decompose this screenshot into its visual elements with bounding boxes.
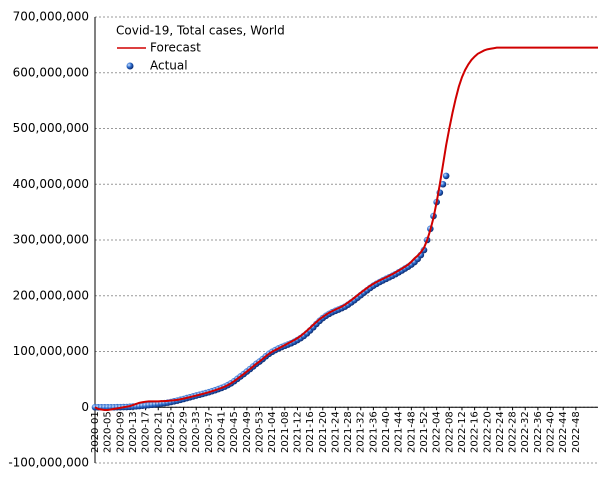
x-tick-label: 2022-12 — [457, 411, 468, 453]
x-tick-label: 2022-20 — [482, 411, 493, 453]
y-tick-label: 0 — [81, 400, 89, 414]
x-tick-label: 2021-20 — [318, 411, 329, 453]
x-tick-label: 2020-45 — [229, 411, 240, 453]
plot — [91, 46, 598, 412]
y-tick-label: 100,000,000 — [13, 344, 89, 358]
x-tick-label: 2022-48 — [571, 411, 582, 453]
x-tick-label: 2020-09 — [115, 411, 126, 453]
x-tick-label: 2020-49 — [242, 411, 253, 453]
x-tick-label: 2020-29 — [179, 411, 190, 453]
x-tick-label: 2021-52 — [419, 411, 430, 453]
x-tick-label: 2021-24 — [330, 411, 341, 453]
x-tick-label: 2022-24 — [495, 411, 506, 453]
x-tick-label: 2021-36 — [368, 411, 379, 453]
actual-point — [439, 180, 447, 188]
y-tick-label: 300,000,000 — [13, 233, 89, 247]
legend-swatch — [126, 62, 134, 70]
x-tick-label: 2021-08 — [280, 411, 291, 453]
x-tick-label: 2020-53 — [255, 411, 266, 453]
x-tick-label: 2020-41 — [217, 411, 228, 453]
x-tick-label: 2022-40 — [546, 411, 557, 453]
x-tick-label: 2021-48 — [406, 411, 417, 453]
x-tick-label: 2022-28 — [508, 411, 519, 453]
legend: Covid-19, Total cases, World Forecast Act… — [116, 24, 285, 73]
x-tick-label: 2020-05 — [103, 411, 114, 453]
x-tick-label: 2020-21 — [153, 411, 164, 453]
y-tick-label: 700,000,000 — [13, 10, 89, 24]
x-tick-label: 2021-32 — [356, 411, 367, 453]
y-tick-label: 600,000,000 — [13, 65, 89, 79]
forecast-line — [94, 46, 598, 412]
x-tick-label: 2021-16 — [305, 411, 316, 453]
x-tick-label: 2021-28 — [343, 411, 354, 453]
x-tick-label: 2022-04 — [432, 411, 443, 453]
x-tick-label: 2020-33 — [191, 411, 202, 453]
y-tick-label: -100,000,000 — [8, 456, 89, 470]
y-tick-label: 500,000,000 — [13, 121, 89, 135]
x-tick-label: 2021-40 — [381, 411, 392, 453]
x-tick-label: 2022-36 — [533, 411, 544, 453]
x-tick-label: 2020-17 — [141, 411, 152, 453]
y-tick-label: 200,000,000 — [13, 288, 89, 302]
actual-point — [442, 172, 450, 180]
x-tick-label: 2020-13 — [128, 411, 139, 453]
x-tick-label: 2021-12 — [292, 411, 303, 453]
x-tick-label: 2021-04 — [267, 411, 278, 453]
x-tick-label: 2022-44 — [558, 411, 569, 453]
y-tick-label: 400,000,000 — [13, 177, 89, 191]
legend-label: Forecast — [150, 41, 201, 55]
legend-title: Covid-19, Total cases, World — [116, 24, 285, 38]
x-tick-label: 2021-44 — [394, 411, 405, 453]
grid: -100,000,000 0 100,000,000 200,000,000 300,0… — [8, 10, 598, 470]
x-tick-label: 2022-32 — [520, 411, 531, 453]
x-tick-label: 2020-25 — [166, 411, 177, 453]
x-tick-label: 2022-08 — [444, 411, 455, 453]
x-tick-label: 2022-16 — [470, 411, 481, 453]
x-tick-label: 2020-37 — [204, 411, 215, 453]
legend-label: Actual — [150, 59, 188, 73]
x-tick-label: 2020-01 — [90, 411, 101, 453]
